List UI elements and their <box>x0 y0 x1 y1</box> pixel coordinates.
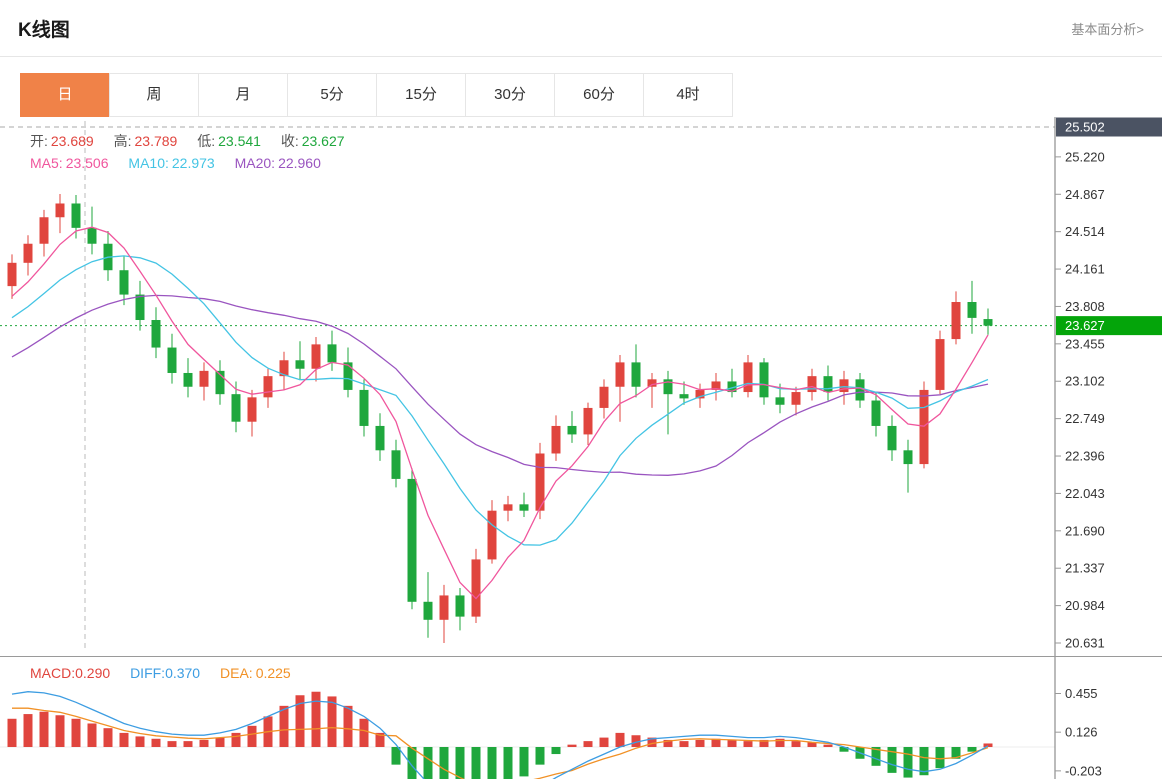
tab-月[interactable]: 月 <box>198 73 288 117</box>
ma20-value: 22.960 <box>278 155 321 171</box>
high-price-badge-text: 25.502 <box>1065 120 1105 135</box>
price-tick-label: 25.220 <box>1065 149 1105 164</box>
macd-tick-label: 0.455 <box>1065 686 1098 701</box>
low-value: 23.541 <box>218 133 261 149</box>
diff-line <box>11 691 989 779</box>
low-label: 低: <box>197 133 216 149</box>
macd-value-readout: MACD:0.290 <box>30 665 110 681</box>
main-chart-panel: 25.220 24.867 24.514 24.161 23.808 23.455 23.1… <box>0 117 1162 656</box>
high-readout: 高: 23.789 <box>114 133 178 149</box>
high-value: 23.789 <box>134 133 178 149</box>
candles-layer <box>7 193 993 643</box>
tab-日[interactable]: 日 <box>20 73 110 117</box>
open-value: 23.689 <box>50 133 94 149</box>
tab-60分[interactable]: 60分 <box>554 73 644 117</box>
fundamental-analysis-link[interactable]: 基本面分析> <box>1071 21 1144 37</box>
tab-周[interactable]: 周 <box>109 73 199 117</box>
ma20-line <box>11 294 989 476</box>
ma20-readout: MA20: 22.960 <box>235 155 321 171</box>
diff-value-readout: DIFF:0.370 <box>130 665 200 681</box>
price-tick-label: 21.690 <box>1065 523 1105 538</box>
high-price-badge <box>1056 117 1162 137</box>
ma20-label: MA20: <box>234 155 276 171</box>
macd-panel: 0.455 0.126 -0.203 MACD:0.290 DIFF:0.370 D… <box>0 656 1162 779</box>
price-tick-label: 21.337 <box>1065 561 1105 576</box>
price-tick-label: 24.867 <box>1065 187 1105 202</box>
price-tick-label: 22.043 <box>1065 486 1105 501</box>
macd-tick-label: -0.203 <box>1065 763 1102 778</box>
ma5-readout: MA5: 23.506 <box>30 155 109 171</box>
ma5-label: MA5: <box>30 155 63 171</box>
price-tick-label: 20.984 <box>1065 598 1105 613</box>
macd-chart[interactable]: 0.455 0.126 -0.203 <box>0 657 1162 779</box>
interval-tabs: 日周月 5分 15分 30分 60分 4时 <box>20 73 1162 117</box>
page-title: K线图 <box>18 19 70 41</box>
ma-readout: MA5: 23.506 MA10: 22.973 MA20: 22.960 <box>30 155 337 171</box>
open-readout: 开: 23.689 <box>30 133 94 149</box>
last-price-badge-text: 23.627 <box>1065 318 1105 333</box>
high-label: 高: <box>113 133 132 149</box>
diff-value: 0.370 <box>165 665 201 681</box>
price-tick-label: 22.749 <box>1065 411 1105 426</box>
header: K线图 基本面分析> <box>0 0 1162 57</box>
tab-4时[interactable]: 4时 <box>643 73 733 117</box>
close-value: 23.627 <box>301 133 345 149</box>
ma10-readout: MA10: 22.973 <box>128 155 214 171</box>
price-tick-label: 22.396 <box>1065 449 1105 464</box>
ma10-value: 22.973 <box>171 155 215 171</box>
tab-30分[interactable]: 30分 <box>465 73 555 117</box>
price-tick-label: 24.514 <box>1065 224 1105 239</box>
ma5-value: 23.506 <box>65 155 109 171</box>
close-label: 收: <box>280 133 299 149</box>
price-tick-label: 23.102 <box>1065 374 1105 389</box>
price-tick-label: 23.808 <box>1065 299 1105 314</box>
candlestick-chart[interactable]: 25.220 24.867 24.514 24.161 23.808 23.455 23.1… <box>0 117 1162 656</box>
price-tick-label: 20.631 <box>1065 636 1105 651</box>
macd-value: 0.290 <box>75 665 111 681</box>
dea-value-readout: DEA: 0.225 <box>220 665 291 681</box>
macd-readout: MACD:0.290 DIFF:0.370 DEA: 0.225 <box>30 665 307 681</box>
low-readout: 低: 23.541 <box>197 133 261 149</box>
tab-5分[interactable]: 5分 <box>287 73 377 117</box>
ohlc-readout: 开: 23.689 高: 23.789 低: 23.541 收: 23.627 <box>30 131 361 151</box>
dea-label: DEA: <box>220 665 253 681</box>
open-label: 开: <box>30 133 48 149</box>
tab-15分[interactable]: 15分 <box>376 73 466 117</box>
last-price-badge <box>1056 316 1162 336</box>
ma10-label: MA10: <box>128 155 169 171</box>
price-tick-label: 23.455 <box>1065 336 1105 351</box>
macd-label: MACD: <box>30 665 76 681</box>
close-readout: 收: 23.627 <box>281 133 345 149</box>
ma5-line <box>11 226 989 600</box>
diff-label: DIFF: <box>130 665 166 681</box>
price-tick-label: 24.161 <box>1065 262 1105 277</box>
macd-tick-label: 0.126 <box>1065 725 1098 740</box>
dea-line <box>12 707 989 779</box>
ma10-line <box>11 255 989 546</box>
dea-value: 0.225 <box>255 665 291 681</box>
